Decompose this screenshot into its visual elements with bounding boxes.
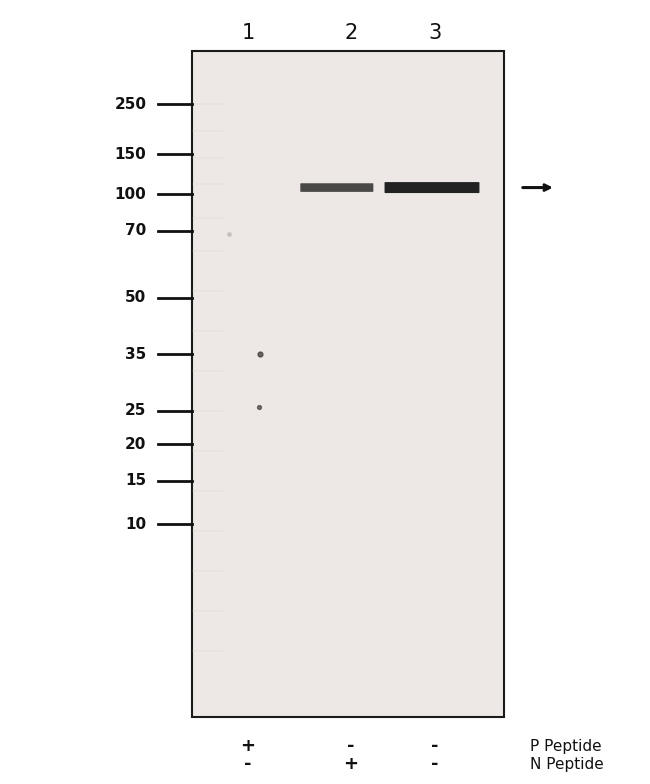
Text: N Peptide: N Peptide: [530, 757, 603, 772]
Text: +: +: [343, 756, 358, 773]
Text: +: +: [240, 738, 255, 755]
FancyBboxPatch shape: [300, 183, 373, 192]
Text: -: -: [432, 756, 439, 773]
Text: 25: 25: [125, 403, 146, 419]
Text: 50: 50: [125, 290, 146, 305]
Text: 100: 100: [114, 187, 146, 201]
Text: 70: 70: [125, 223, 146, 238]
Text: 150: 150: [114, 147, 146, 162]
Text: -: -: [244, 756, 252, 773]
FancyBboxPatch shape: [385, 182, 480, 193]
Bar: [192, 51, 504, 717]
Text: 20: 20: [125, 437, 146, 452]
Text: -: -: [432, 738, 439, 755]
Text: 15: 15: [125, 474, 146, 488]
Text: 250: 250: [114, 96, 146, 112]
Text: 2: 2: [344, 23, 358, 43]
Text: 3: 3: [428, 23, 442, 43]
Text: 1: 1: [241, 23, 255, 43]
Text: -: -: [347, 738, 355, 755]
Text: P Peptide: P Peptide: [530, 739, 601, 754]
Text: 10: 10: [125, 517, 146, 532]
Text: 35: 35: [125, 347, 146, 361]
